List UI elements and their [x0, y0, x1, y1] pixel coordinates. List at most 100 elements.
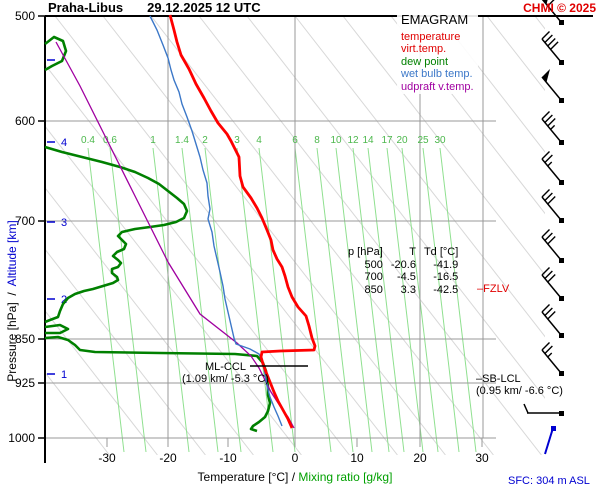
- dry-adiabat-line: [486, 16, 545, 92]
- wind-barb: [541, 267, 564, 301]
- table-row: 700 -4.5 -16.5: [344, 271, 462, 284]
- freezing-level-annotation: –FZLV: [477, 283, 509, 295]
- mixing-ratio-line: [181, 147, 219, 453]
- pressure-tick-label: 700: [15, 214, 35, 228]
- temperature-tick-label: -30: [98, 451, 116, 465]
- legend-items: temperature virt.temp. dew point wet bulb t…: [401, 31, 474, 94]
- table-cell: 700: [364, 271, 383, 283]
- mixing-ratio-line: [294, 147, 332, 453]
- ml-ccl-label: ML-CCL: [204, 361, 246, 373]
- wind-barb-dot: [559, 180, 564, 185]
- wind-barb: [541, 69, 564, 103]
- x-axis-label-mixing-ratio: Mixing ratio [g/kg]: [298, 470, 393, 484]
- wind-barb-dot: [559, 20, 564, 25]
- wind-barb-dot: [559, 98, 564, 103]
- ml-ccl-detail: (1.09 km/ -5.3 °C): [182, 373, 269, 385]
- dry-adiabat-line: [102, 16, 446, 455]
- wind-barb: [541, 111, 564, 145]
- wind-barb-feather: [547, 235, 556, 245]
- wind-barb-feather: [550, 41, 559, 50]
- altitude-tick-label: 3: [61, 217, 67, 229]
- mixing-ratio-label: 20: [396, 135, 408, 146]
- legend-item: dew point: [401, 55, 449, 68]
- altitude-tick-label: 1: [61, 369, 67, 381]
- page-title: Praha-Libus 29.12.2025 12 UTC: [48, 0, 261, 15]
- legend-title: EMAGRAM: [401, 12, 469, 27]
- mixing-ratio-label: 0.4: [81, 135, 95, 146]
- wind-barb-dot: [559, 140, 564, 145]
- altitude-tick-label: 4: [61, 137, 67, 149]
- sb-lcl-detail: (0.95 km/ -6.6 °C): [476, 385, 563, 397]
- wind-barb-feather: [544, 307, 553, 316]
- dry-adiabat-line: [45, 186, 254, 455]
- dry-adiabat-line: [150, 16, 494, 455]
- wind-barb-staff: [541, 118, 562, 143]
- wind-barb-feather: [544, 345, 553, 354]
- sounding-table: p [hPa] T Td [°C] 500 -20.6 -41.9 700 -4.5 -16.…: [344, 246, 462, 296]
- temperature-tick-label: 30: [475, 451, 489, 465]
- altitude-axis: 4 3 2 1: [47, 59, 67, 381]
- table-row: 500 -20.6 -41.9: [344, 259, 462, 272]
- wind-barb-dot: [559, 296, 564, 301]
- legend-item: udpraft v.temp.: [401, 80, 474, 93]
- mixing-ratio-label: 3: [234, 135, 240, 146]
- mixing-ratio-line: [422, 147, 460, 453]
- y-axis-label-separator: /: [5, 292, 19, 296]
- copyright-text: CHMI © 2025: [523, 1, 596, 15]
- pressure-tick-label: 850: [15, 332, 35, 346]
- axis-frame: [44, 15, 593, 463]
- wind-barb-dot: [559, 60, 564, 65]
- table-cell: -42.5: [433, 283, 459, 296]
- dry-adiabat-line: [45, 125, 302, 455]
- wind-barb-staff: [541, 274, 562, 299]
- table-col-header: T: [409, 246, 416, 258]
- wind-barb-half-feather: [550, 124, 556, 130]
- wind-barb-feather: [544, 192, 553, 201]
- mixing-ratio-label: 2: [202, 135, 208, 146]
- dry-adiabat-line: [54, 16, 398, 455]
- wind-barb: [541, 342, 564, 376]
- table-cell: -20.6: [390, 258, 416, 271]
- y-axis-label: Pressure [hPa] / Altitude [km]: [5, 141, 19, 461]
- wind-barb-dot: [559, 371, 564, 376]
- fzlv-label: FZLV: [483, 283, 510, 295]
- sb-lcl-label: SB-LCL: [482, 373, 521, 385]
- x-axis-label-temperature: Temperature [°C] /: [197, 470, 296, 484]
- temperature-tick-label: -10: [219, 451, 237, 465]
- mixing-ratio-label: 6: [292, 135, 298, 146]
- fzlv-marker: –: [477, 283, 484, 295]
- mixing-ratio-label: 17: [381, 135, 393, 146]
- wind-barb-feather: [523, 403, 529, 414]
- mixing-ratio-line: [204, 147, 242, 453]
- mixing-ratio-label: 12: [347, 135, 359, 146]
- wind-barb-feather: [547, 273, 556, 283]
- y-axis-label-pressure: Pressure [hPa]: [5, 302, 19, 382]
- wind-barb-feather: [547, 0, 555, 7]
- wind-barb-feather: [544, 232, 553, 241]
- table-cell: -4.5: [396, 271, 416, 283]
- legend-item: temperature: [401, 30, 461, 43]
- mixing-ratio-line: [439, 147, 477, 453]
- wind-barb-feather: [547, 195, 556, 205]
- mixing-ratio-line: [152, 147, 190, 453]
- wind-barb-pennant: [542, 69, 550, 83]
- mixing-ratio-label: 0.6: [103, 135, 117, 146]
- wind-barb-feather: [541, 111, 550, 120]
- wind-barb-dot: [559, 218, 564, 223]
- wind-barb-feather: [541, 304, 550, 313]
- wind-barb-feather: [541, 342, 550, 351]
- mixing-ratio-line: [367, 147, 405, 453]
- dry-adiabat-line: [45, 371, 110, 455]
- table-cell: 3.3: [400, 283, 416, 296]
- dew-point-curve: [44, 35, 68, 72]
- wind-barb-feather: [541, 189, 550, 198]
- station-name: Praha-Libus: [48, 0, 124, 15]
- wind-barb-staff: [541, 349, 562, 374]
- mixing-ratio-line: [109, 147, 147, 453]
- wind-barb-staff: [541, 196, 562, 221]
- wind-barb-dot: [559, 258, 564, 263]
- temperature-axis: -30 -20 -10 0 10 20 30: [98, 451, 489, 465]
- wind-barb: [541, 304, 564, 338]
